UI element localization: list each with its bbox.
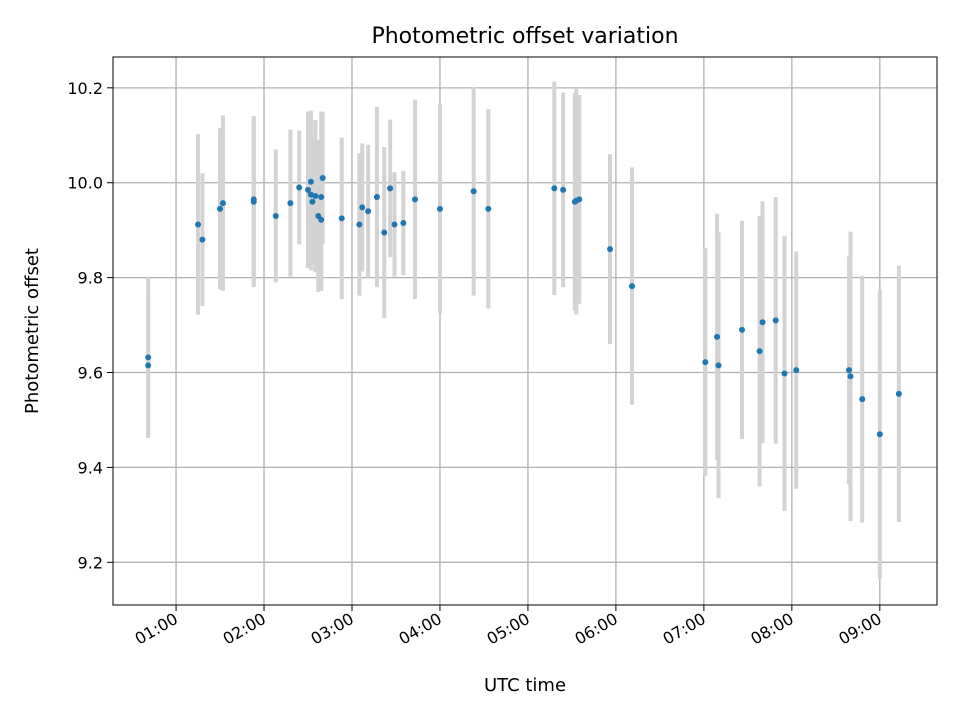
data-point <box>318 193 325 200</box>
data-point <box>312 193 319 200</box>
data-point <box>629 283 636 290</box>
data-point <box>859 396 866 403</box>
data-point <box>319 174 326 181</box>
data-point <box>217 205 224 212</box>
grid <box>113 57 937 605</box>
data-point <box>436 205 443 212</box>
data-point <box>895 390 902 397</box>
data-point <box>576 196 583 203</box>
data-point <box>195 221 202 228</box>
x-axis-label: UTC time <box>484 675 566 696</box>
y-axis-label: Photometric offset <box>22 248 43 414</box>
data-point <box>250 196 257 203</box>
data-point <box>793 367 800 374</box>
data-point <box>145 354 152 361</box>
y-tick-label: 10.0 <box>67 174 103 193</box>
data-point <box>702 359 709 366</box>
data-point <box>338 215 345 222</box>
y-tick-label: 10.2 <box>67 79 103 98</box>
data-points <box>145 174 902 438</box>
y-tick-label: 9.2 <box>78 553 103 572</box>
data-point <box>756 348 763 355</box>
data-point <box>714 333 721 340</box>
data-point <box>846 367 853 374</box>
data-point <box>199 236 206 243</box>
y-tick-label: 9.4 <box>78 458 103 477</box>
y-axis-ticks: 9.2 9.4 9.6 9.8 10.0 10.2 <box>67 79 113 572</box>
data-point <box>381 229 388 236</box>
data-point <box>387 185 394 192</box>
data-point <box>400 220 407 227</box>
data-point <box>412 196 419 203</box>
y-tick-label: 9.6 <box>78 364 103 383</box>
data-point <box>551 185 558 192</box>
data-point <box>759 319 766 326</box>
data-point <box>307 178 314 185</box>
plot-frame <box>112 56 938 606</box>
data-point <box>715 362 722 369</box>
data-point <box>781 370 788 377</box>
data-point <box>309 198 316 205</box>
y-tick-label: 9.8 <box>78 269 103 288</box>
data-point <box>876 431 883 438</box>
data-point <box>560 186 567 193</box>
chart-title: Photometric offset variation <box>371 24 678 49</box>
data-point <box>373 193 380 200</box>
data-point <box>365 208 372 215</box>
data-point <box>219 200 226 207</box>
data-point <box>356 221 363 228</box>
data-point <box>296 184 303 191</box>
data-point <box>359 204 366 211</box>
data-point <box>485 205 492 212</box>
data-point <box>305 186 312 193</box>
data-point <box>318 216 325 223</box>
data-point <box>391 221 398 228</box>
data-point <box>287 200 294 207</box>
data-point <box>145 362 152 369</box>
data-point <box>607 246 614 253</box>
data-point <box>738 326 745 333</box>
data-point <box>272 212 279 219</box>
data-point <box>847 373 854 380</box>
data-point <box>470 188 477 195</box>
data-point <box>772 317 779 324</box>
